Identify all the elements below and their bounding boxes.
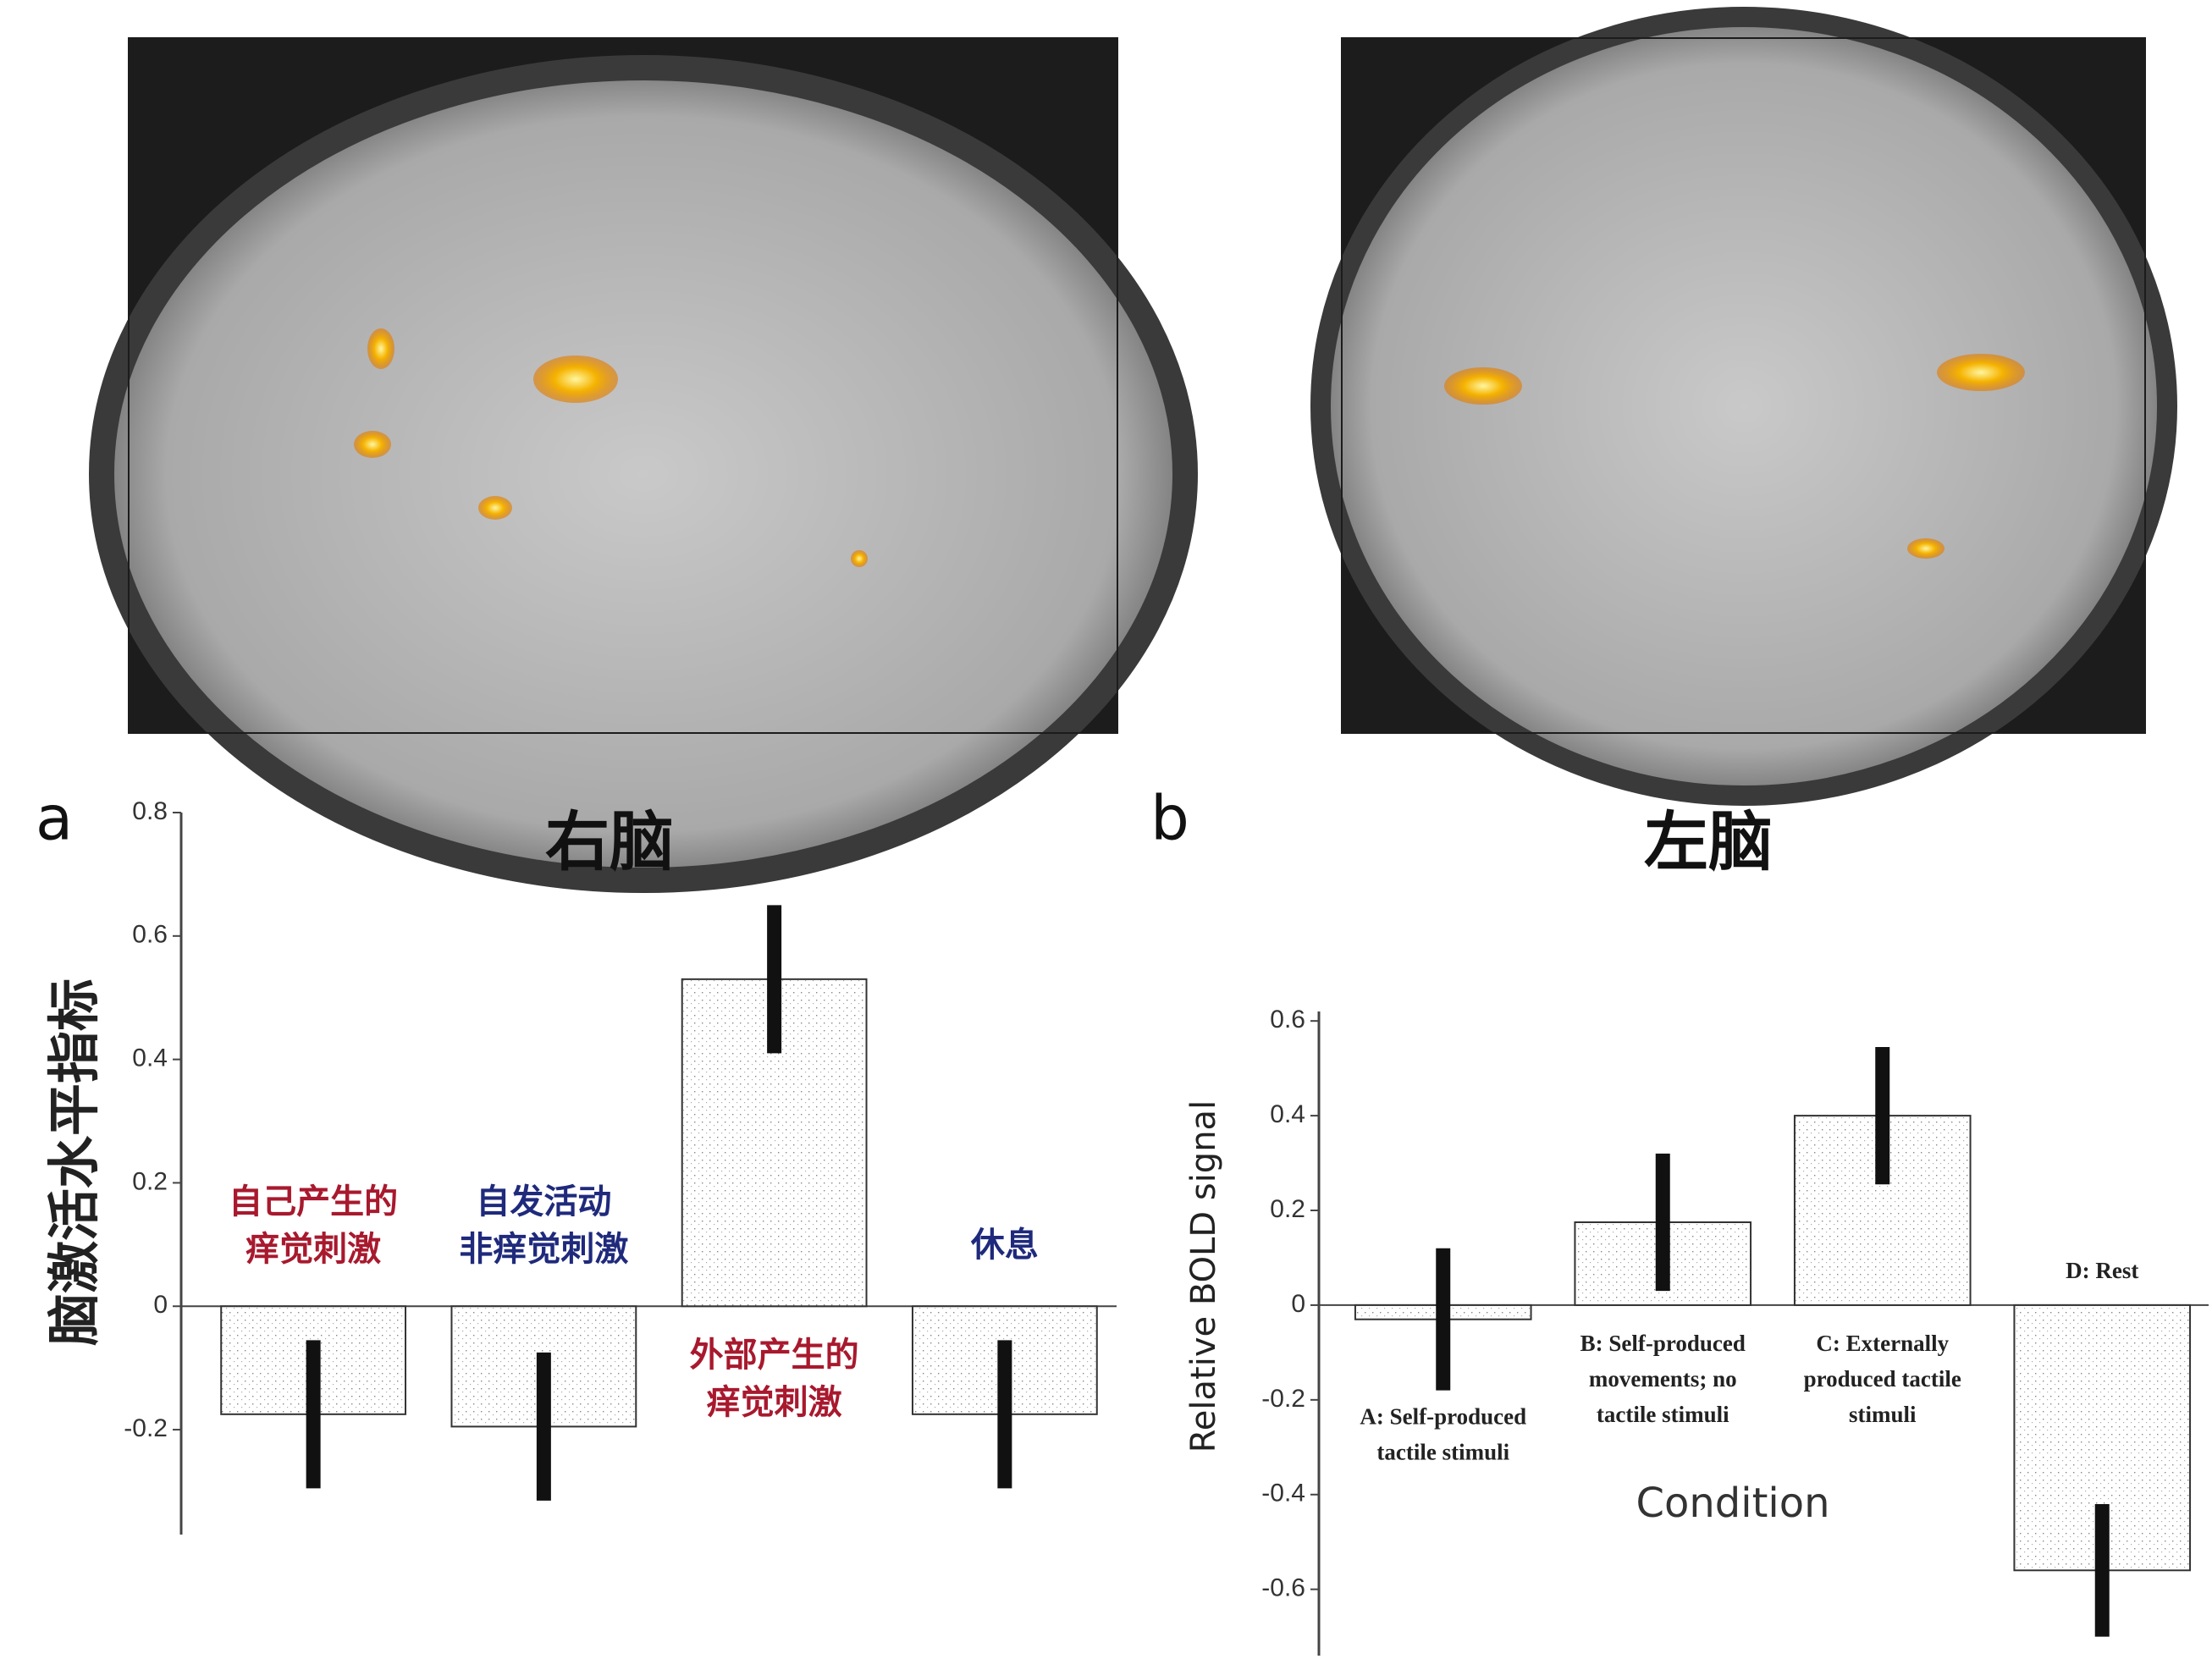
y-tick-label: 0.2 [1270,1195,1305,1223]
y-tick-label: 0.6 [132,921,168,949]
y-tick-label: 0.8 [132,797,168,825]
category-label: 外部产生的痒觉刺激 [690,1336,859,1422]
category-label-line: B: Self-produced [1580,1331,1746,1356]
y-tick-label: 0.6 [1270,1006,1305,1033]
category-label-line: D: Rest [2066,1258,2138,1283]
category-label-line: 非痒觉刺激 [459,1230,628,1269]
panel-label: b [1150,783,1189,854]
y-tick-label: -0.2 [124,1414,168,1442]
category-label-line: tactile stimuli [1597,1402,1729,1427]
category-label: 自己产生的痒觉刺激 [229,1182,398,1269]
y-tick-label: 0.2 [132,1167,168,1195]
y-tick-label: -0.6 [1261,1574,1305,1602]
category-label-line: 痒觉刺激 [245,1230,381,1269]
category-label-line: C: Externally [1816,1331,1949,1356]
x-axis-label: Condition [1636,1480,1829,1527]
brain-image-sagittal [89,37,1198,893]
y-axis-label: 脑激活水平指标 [43,978,105,1346]
category-label-line: stimuli [1849,1402,1917,1427]
brain-image-coronal [1310,7,2177,806]
category-label-line: 外部产生的 [690,1336,859,1375]
category-label: D: Rest [2066,1258,2138,1283]
category-label-line: 休息 [970,1226,1039,1265]
y-tick-label: -0.4 [1261,1480,1305,1507]
category-label-line: 自己产生的 [229,1182,398,1221]
y-tick-label: 0.4 [1270,1100,1305,1128]
y-tick-label: -0.2 [1261,1385,1305,1413]
category-label-line: produced tactile [1804,1366,1961,1392]
category-label: C: Externally produced tactile stimuli [1804,1331,1961,1427]
y-tick-label: 0 [1291,1290,1305,1318]
chart-title: 左脑 [1644,804,1773,879]
category-label: B: Self-produced movements; no tactile sti… [1580,1331,1746,1427]
category-label: 自发活动非痒觉刺激 [459,1182,628,1269]
category-label: 休息 [970,1226,1039,1265]
chart-title: 右脑 [545,804,674,879]
panel-label: a [36,783,73,854]
y-tick-label: 0.4 [132,1044,168,1072]
category-label-line: 自发活动 [476,1182,611,1221]
y-axis-label: Relative BOLD signal [1184,1100,1223,1452]
y-tick-label: 0 [153,1291,168,1319]
category-label-line: tactile stimuli [1376,1440,1509,1465]
category-label-line: 痒觉刺激 [707,1383,842,1422]
category-label-line: movements; no [1589,1366,1737,1392]
category-label: A: Self-produced tactile stimuli [1360,1404,1526,1465]
category-label-line: A: Self-produced [1360,1404,1526,1430]
